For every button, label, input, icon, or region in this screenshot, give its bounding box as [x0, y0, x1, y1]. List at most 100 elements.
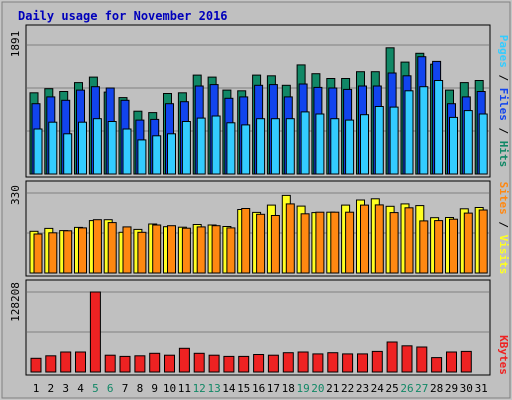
pages-bar: [92, 118, 102, 175]
pages-bar: [315, 113, 325, 175]
sites-bar: [78, 227, 87, 274]
side-legend: KBytes: [497, 335, 510, 375]
kbytes-bar: [267, 354, 279, 373]
kbytes-bar: [431, 357, 443, 373]
x-tick-label: 5: [92, 382, 99, 395]
kbytes-bar: [401, 345, 413, 373]
side-legend-separator: /: [497, 215, 510, 235]
x-tick-label: 20: [311, 382, 324, 395]
pages-bar: [241, 124, 251, 175]
x-tick-label: 26: [400, 382, 413, 395]
pages-bar: [78, 121, 87, 175]
sites-bar: [374, 204, 384, 274]
pages-bar: [300, 111, 310, 175]
kbytes-bar: [193, 352, 205, 373]
kbytes-bar: [416, 346, 428, 373]
kbytes-bar: [223, 355, 235, 373]
pages-bar: [122, 128, 132, 175]
kbytes-bar: [89, 291, 101, 373]
sites-bar: [404, 207, 414, 274]
side-legend-label: Files: [497, 88, 510, 121]
sites-bar: [211, 225, 221, 274]
sites-bar: [196, 226, 206, 274]
x-tick-label: 7: [122, 382, 129, 395]
sites-bar: [33, 233, 43, 274]
sites-bar: [107, 222, 117, 274]
pages-bar: [63, 133, 73, 175]
x-tick-label: 2: [47, 382, 54, 395]
sites-bar: [241, 208, 251, 274]
kbytes-bar: [282, 352, 294, 373]
kbytes-bar: [446, 351, 457, 373]
kbytes-bar: [386, 341, 398, 373]
kbytes-bar: [149, 352, 161, 373]
pages-bar: [360, 114, 369, 175]
x-tick-label: 19: [296, 382, 309, 395]
x-tick-label: 8: [137, 382, 144, 395]
kbytes-bar: [45, 355, 57, 373]
side-legend-label: Visits: [497, 235, 510, 275]
pages-bar: [48, 121, 58, 175]
pages-bar: [196, 117, 206, 175]
panel1-ymax-label: 1891: [9, 31, 22, 58]
sites-bar: [256, 213, 266, 274]
pages-bar: [152, 135, 162, 175]
kbytes-bar: [30, 357, 42, 373]
pages-bar: [330, 118, 340, 175]
x-tick-label: 16: [252, 382, 265, 395]
kbytes-bar: [238, 355, 250, 373]
x-tick-label: 22: [341, 382, 354, 395]
side-legend-separator: /: [497, 121, 510, 141]
kbytes-bar: [357, 353, 368, 373]
x-tick-label: 18: [282, 382, 295, 395]
kbytes-bar: [60, 351, 72, 373]
sites-bar: [285, 203, 295, 274]
pages-bar: [449, 116, 458, 175]
sites-bar: [48, 232, 58, 274]
side-legend-separator: /: [497, 68, 510, 88]
sites-bar: [330, 211, 340, 274]
x-tick-label: 10: [163, 382, 176, 395]
sites-bar: [152, 224, 162, 274]
x-tick-label: 29: [445, 382, 458, 395]
panel2-ymax-label: 330: [9, 185, 22, 205]
side-legend-label: KBytes: [497, 335, 510, 375]
pages-bar: [374, 106, 384, 175]
x-tick-label: 27: [415, 382, 428, 395]
pages-bar: [211, 115, 221, 175]
kbytes-bar: [134, 355, 146, 373]
pages-bar: [270, 118, 280, 175]
sites-bar: [226, 227, 236, 274]
side-legend-label: Sites: [497, 182, 510, 215]
x-tick-label: 31: [475, 382, 488, 395]
pages-bar: [389, 106, 399, 175]
side-legend: Pages / Files / Hits: [497, 35, 510, 168]
x-tick-label: 12: [193, 382, 206, 395]
sites-bar: [463, 212, 473, 274]
sites-bar: [315, 211, 325, 274]
kbytes-bar: [104, 354, 116, 373]
pages-bar: [137, 139, 147, 175]
pages-bar: [345, 119, 355, 175]
x-tick-label: 28: [430, 382, 443, 395]
x-tick-label: 6: [107, 382, 114, 395]
sites-bar: [167, 225, 176, 274]
x-tick-label: 3: [62, 382, 69, 395]
pages-bar: [478, 113, 488, 175]
sites-bar: [181, 227, 191, 274]
pages-bar: [434, 80, 444, 175]
x-tick-label: 17: [267, 382, 280, 395]
kbytes-bar: [164, 354, 175, 373]
x-tick-label: 21: [326, 382, 339, 395]
sites-bar: [434, 220, 444, 274]
x-tick-label: 1: [33, 382, 40, 395]
x-tick-label: 14: [222, 382, 236, 395]
sites-bar: [122, 226, 132, 274]
x-tick-label: 24: [371, 382, 385, 395]
sites-bar: [478, 209, 488, 274]
sites-bar: [63, 230, 73, 274]
sites-bar: [137, 231, 147, 274]
kbytes-bar: [208, 354, 220, 373]
kbytes-bar: [327, 352, 339, 373]
